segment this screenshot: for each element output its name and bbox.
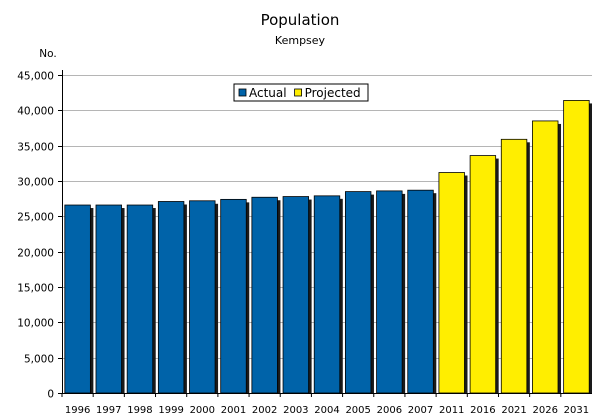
y-tick-label: 45,000 [17, 71, 54, 83]
x-tick-label: 2000 [190, 405, 215, 416]
x-tick-label: 1996 [65, 405, 90, 416]
y-axis-ticks: 0 5,000 10,000 15,000 20,000 25,000 30,000 35,0… [17, 71, 62, 401]
x-tick-label: 2002 [252, 405, 277, 416]
y-tick-label: 30,000 [17, 177, 54, 189]
y-tick-label: 20,000 [17, 248, 54, 260]
legend-swatch-actual [238, 88, 247, 97]
y-tick-label: 5,000 [24, 354, 54, 366]
bar-actual-1999 [157, 201, 185, 394]
bar-actual-2002 [251, 196, 278, 394]
bar-projected-2011 [438, 172, 465, 394]
bar-actual-1996 [64, 204, 91, 394]
x-tick-label: 1998 [127, 405, 152, 416]
x-tick-label: 2011 [439, 405, 464, 416]
x-tick-label: 2026 [533, 405, 558, 416]
bar-projected-2031 [563, 100, 590, 394]
legend-label-actual: Actual [249, 86, 287, 100]
chart-subtitle: Kempsey [275, 34, 326, 47]
bar-actual-2003 [282, 196, 310, 394]
x-tick-label: 2001 [221, 405, 246, 416]
x-tick-label: 2003 [283, 405, 308, 416]
y-tick-label: 35,000 [17, 142, 54, 154]
bar-actual-1997 [95, 204, 122, 394]
y-tick-label: 15,000 [17, 283, 54, 295]
bar-actual-2007 [407, 189, 434, 394]
legend-swatch-projected [294, 88, 302, 97]
y-tick-label: 25,000 [17, 212, 54, 224]
bar-actual-2004 [313, 195, 341, 394]
x-tick-label: 2004 [314, 405, 339, 416]
bars [64, 100, 592, 394]
x-tick-label: 2005 [345, 405, 370, 416]
x-tick-label: 2031 [564, 405, 589, 416]
bar-projected-2016 [469, 155, 497, 394]
x-tick-label: 2006 [377, 405, 402, 416]
legend: Actual Projected [233, 83, 369, 102]
y-tick-label: 0 [47, 389, 54, 401]
x-tick-label: 2021 [501, 405, 526, 416]
x-tick-label: 1997 [96, 405, 121, 416]
legend-label-projected: Projected [305, 86, 361, 100]
x-tick-label: 2016 [470, 405, 495, 416]
y-tick-label: 10,000 [17, 318, 54, 330]
x-tick-label: 1999 [158, 405, 183, 416]
x-axis-ticks: 1996 1997 1998 1999 2000 2001 2002 2003 2004 2005… [61, 393, 589, 416]
bar-actual-1998 [126, 204, 154, 394]
bar-projected-2026 [532, 120, 559, 394]
axes [62, 70, 592, 394]
bar-actual-2005 [344, 191, 372, 394]
x-tick-label: 2007 [408, 405, 433, 416]
bar-actual-2006 [376, 190, 403, 394]
y-tick-label: 40,000 [17, 106, 54, 118]
bar-actual-2001 [220, 198, 247, 394]
chart-title: Population [261, 11, 340, 29]
bar-actual-2000 [189, 200, 216, 394]
y-axis-label: No. [39, 48, 56, 60]
bar-projected-2021 [500, 138, 528, 394]
